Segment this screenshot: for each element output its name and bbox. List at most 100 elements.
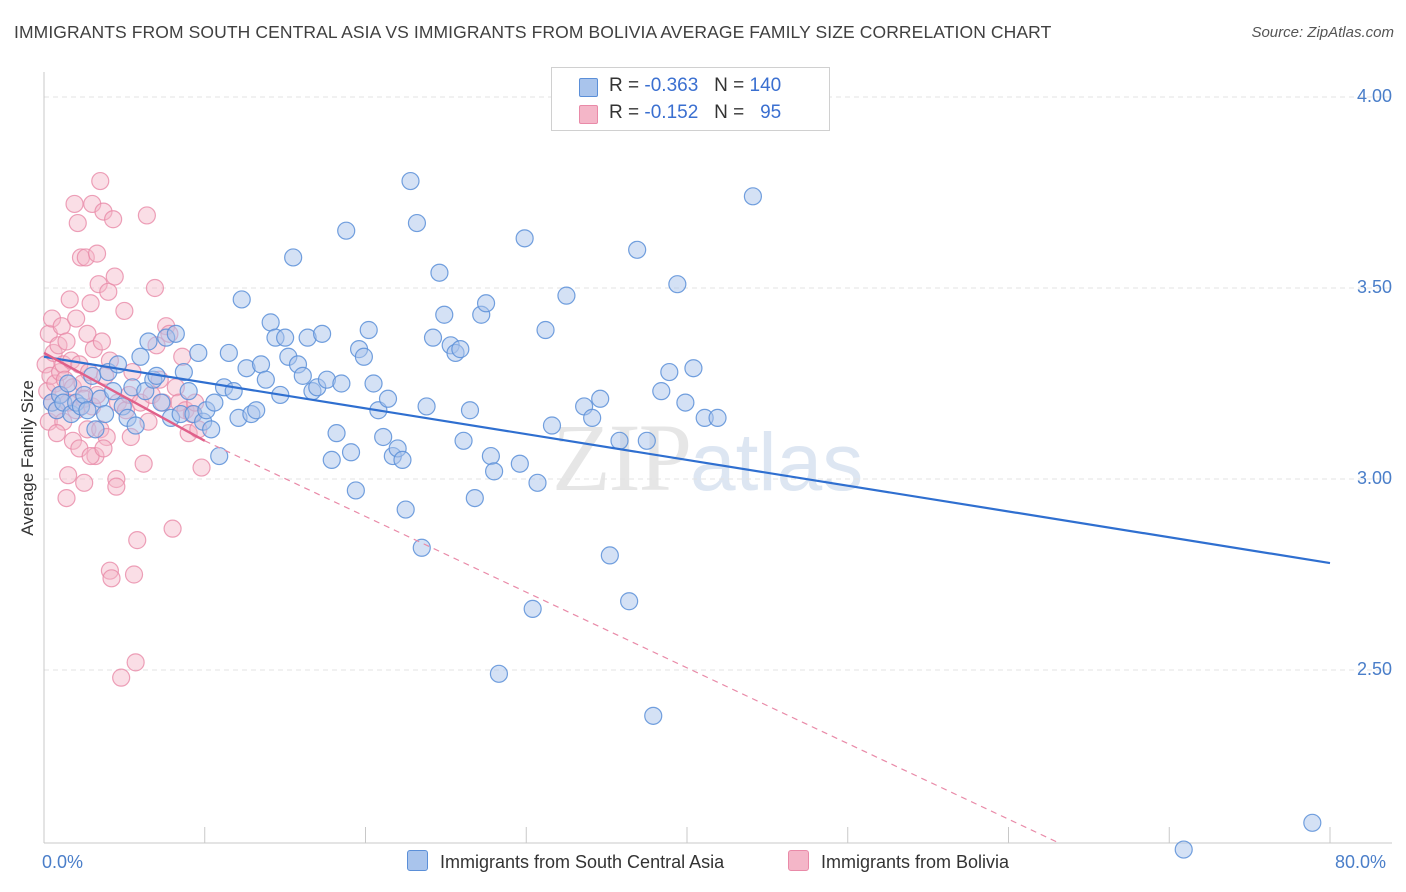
south-central-asia-point (637, 431, 656, 450)
south-central-asia-point (346, 481, 365, 500)
south-central-asia-point (219, 343, 238, 363)
south-central-asia-point (86, 420, 105, 439)
south-central-asia-point (354, 347, 373, 366)
south-central-asia-point (152, 393, 171, 412)
south-central-asia-point (205, 393, 224, 412)
south-central-asia-point (247, 401, 266, 420)
chart-title: IMMIGRANTS FROM SOUTH CENTRAL ASIA VS IM… (14, 22, 1052, 42)
bolivia-trendline (43, 351, 206, 442)
south-central-asia-point (528, 473, 547, 492)
south-central-asia-point (393, 450, 412, 469)
y-tick-label: 4.00 (1356, 86, 1392, 106)
south-central-asia-point (489, 664, 509, 683)
zipatlas-watermark: ZIPatlas (552, 402, 863, 513)
south-central-asia-point (451, 340, 470, 359)
south-central-asia-point (401, 171, 420, 191)
bolivia-point (78, 324, 97, 343)
bolivia-point (128, 531, 147, 550)
south-central-asia-point (430, 263, 449, 282)
y-tick-label: 3.00 (1356, 468, 1392, 488)
bottom-legend-label: Immigrants from Bolivia (821, 852, 1010, 872)
south-central-asia-point (460, 401, 480, 420)
bottom-legend-label: Immigrants from South Central Asia (440, 852, 725, 872)
bolivia-point (107, 469, 126, 489)
south-central-asia-point (423, 328, 443, 347)
bolivia-point (75, 473, 94, 492)
south-central-asia-point (327, 424, 346, 443)
bottom-legend-south-central-asia: Immigrants from South Central Asia (407, 850, 724, 873)
south-central-asia-point (359, 320, 378, 340)
south-central-asia-point (481, 446, 500, 466)
chart-source: Source: ZipAtlas.com (1251, 24, 1394, 41)
south-central-asia-point (322, 450, 341, 469)
south-central-asia-point (261, 313, 280, 332)
south-central-asia-point (276, 328, 295, 347)
legend-n-label: N = (714, 75, 745, 96)
south-central-asia-point (542, 416, 562, 435)
y-tick-label: 3.50 (1356, 277, 1392, 297)
south-central-asia-point (75, 385, 94, 405)
bolivia-point (173, 347, 192, 366)
south-central-asia-point (485, 462, 504, 481)
bolivia-point (192, 458, 211, 477)
bolivia-point (65, 194, 84, 214)
bolivia-point (67, 309, 86, 328)
south-central-asia-point (523, 599, 542, 618)
bolivia-point (94, 439, 113, 458)
south-central-asia-point (660, 362, 679, 382)
legend-n-label: N = (714, 102, 745, 123)
south-central-asia-point (332, 374, 351, 393)
south-central-asia-point (708, 408, 727, 427)
south-central-asia-point (652, 382, 671, 401)
south-central-asia-point (131, 347, 150, 366)
south-central-asia-point (676, 393, 695, 412)
legend-n-value: 95 (760, 102, 782, 123)
south-central-asia-point (610, 431, 629, 450)
legend-r-value: -0.363 (644, 75, 699, 96)
south-central-asia-point (284, 248, 303, 267)
south-central-asia-point (139, 332, 158, 351)
legend-r-value: -0.152 (644, 102, 699, 123)
bolivia-point (87, 244, 107, 263)
correlation-legend: R = -0.363 N = 140 R = -0.152 N = 95 (551, 67, 830, 131)
south-central-asia-point (251, 355, 271, 374)
bolivia-point (42, 309, 62, 328)
bolivia-point (89, 275, 108, 294)
legend-r-label: R = (609, 102, 640, 123)
legend-r-label: R = (609, 75, 640, 96)
south-central-asia-point (476, 294, 496, 313)
bolivia-point (92, 332, 111, 351)
bolivia-point (68, 213, 87, 233)
legend-swatch-pink (579, 105, 598, 124)
south-central-asia-point (256, 370, 275, 389)
south-central-asia-point (600, 546, 619, 565)
watermark-atlas: atlas (690, 417, 864, 508)
south-central-asia-point (684, 359, 703, 378)
south-central-asia-point (591, 389, 610, 408)
south-central-asia-point (396, 500, 415, 519)
south-central-asia-point (557, 286, 576, 305)
bolivia-point (59, 466, 78, 485)
south-central-asia-point (407, 213, 427, 233)
south-central-asia-point (95, 404, 115, 424)
south-central-asia-point (232, 290, 251, 309)
south-central-asia-point (465, 489, 484, 508)
y-axis-label: Average Family Size (18, 380, 37, 536)
south-central-asia-point (312, 324, 332, 343)
bolivia-point (57, 489, 76, 508)
south-central-asia-point (166, 324, 185, 343)
south-central-asia-point (435, 305, 454, 324)
south-central-asia-point (202, 420, 221, 439)
south-central-asia-point (364, 374, 383, 393)
south-central-asia-trendline (43, 355, 1331, 565)
south-central-asia-point (378, 389, 398, 408)
south-central-asia-point (1174, 840, 1193, 859)
bolivia-point (145, 278, 165, 298)
bolivia-point (94, 202, 113, 221)
bolivia-point (47, 424, 66, 443)
bolivia-point (134, 454, 153, 473)
south-central-asia-point (515, 229, 534, 248)
south-central-asia-point (583, 408, 602, 427)
x-tick-label-min: 0.0% (42, 852, 84, 872)
